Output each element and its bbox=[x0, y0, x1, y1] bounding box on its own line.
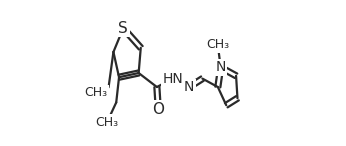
Text: CH₃: CH₃ bbox=[95, 115, 119, 129]
Text: N: N bbox=[216, 60, 226, 74]
Text: N: N bbox=[184, 80, 194, 94]
Text: HN: HN bbox=[163, 72, 183, 86]
Text: O: O bbox=[152, 102, 164, 117]
Text: S: S bbox=[118, 21, 128, 36]
Text: CH₃: CH₃ bbox=[85, 86, 108, 99]
Text: CH₃: CH₃ bbox=[206, 38, 229, 52]
